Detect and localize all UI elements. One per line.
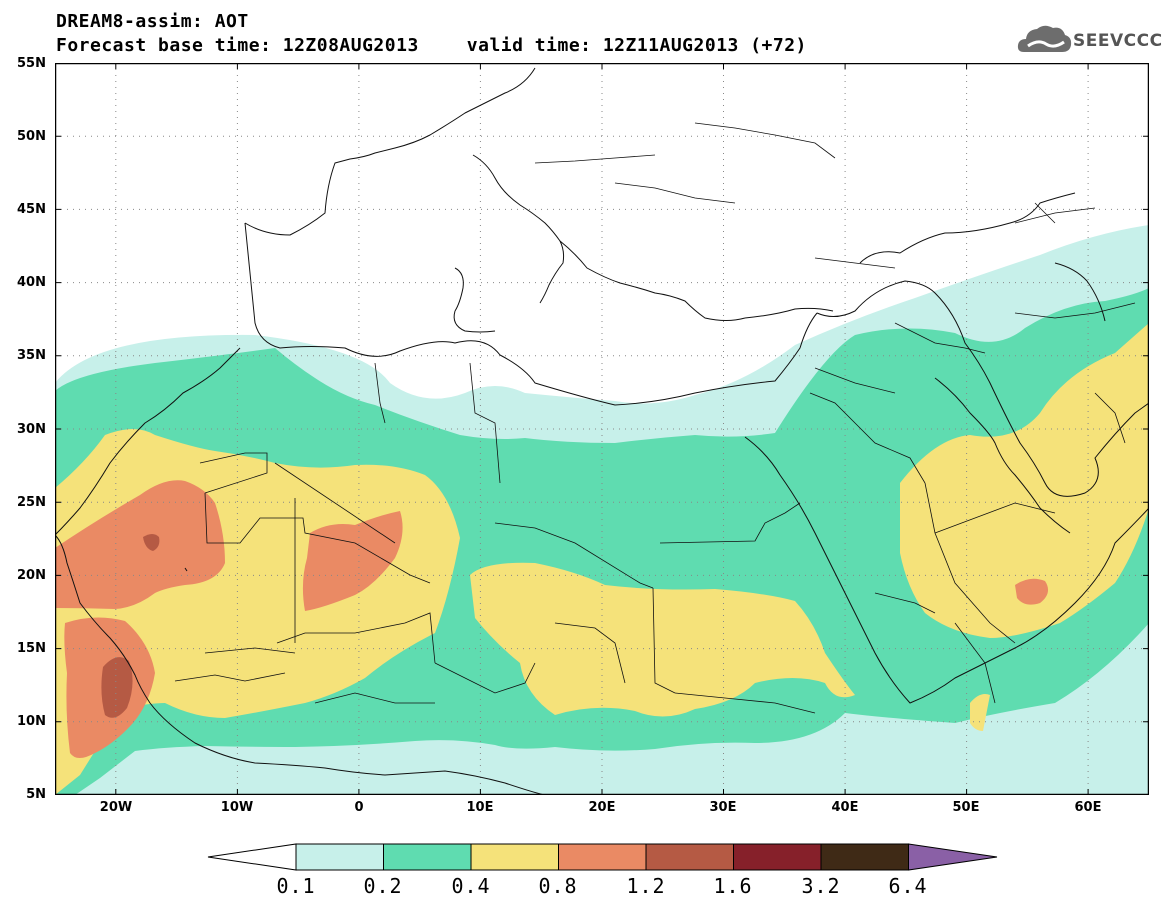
borders bbox=[174, 122, 1136, 714]
lat-label: 30N bbox=[17, 422, 46, 437]
lon-label: 10W bbox=[220, 800, 254, 815]
lon-label: 10E bbox=[466, 800, 494, 815]
lat-label: 10N bbox=[17, 714, 46, 729]
colorbar bbox=[207, 843, 998, 871]
aot-contour-0.4 bbox=[470, 562, 855, 717]
colorbar-label: 0.8 bbox=[538, 874, 578, 898]
colorbar-swatch-below bbox=[207, 843, 297, 871]
lat-label: 45N bbox=[17, 202, 46, 217]
lat-label: 15N bbox=[17, 641, 46, 656]
aot-contour-0.4 bbox=[970, 694, 990, 731]
lon-label: 40E bbox=[831, 800, 859, 815]
graticule bbox=[55, 63, 1149, 795]
colorbar-label: 1.2 bbox=[626, 874, 666, 898]
lat-label: 25N bbox=[17, 495, 46, 510]
seevccc-logo: SEEVCCC bbox=[1016, 22, 1162, 56]
aot-contour-1.2 bbox=[143, 534, 160, 551]
lon-label: 60E bbox=[1074, 800, 1102, 815]
colorbar-swatch bbox=[558, 843, 647, 871]
colorbar-label: 0.4 bbox=[451, 874, 491, 898]
colorbar-swatch bbox=[733, 843, 822, 871]
colorbar-swatch bbox=[383, 843, 472, 871]
colorbar-label: 3.2 bbox=[801, 874, 841, 898]
lat-label: 20N bbox=[17, 568, 46, 583]
cloud-icon bbox=[1017, 25, 1072, 52]
colorbar-label: 1.6 bbox=[713, 874, 753, 898]
colorbar-swatch bbox=[295, 843, 384, 871]
lat-label: 35N bbox=[17, 348, 46, 363]
lat-label: 40N bbox=[17, 275, 46, 290]
aot-contour-0.8 bbox=[1015, 578, 1049, 605]
coastlines bbox=[55, 67, 1149, 795]
aot-contour-1.2 bbox=[101, 657, 133, 718]
lat-label: 5N bbox=[26, 787, 46, 802]
aot-contour-0.4 bbox=[900, 323, 1149, 638]
colorbar-swatch bbox=[820, 843, 909, 871]
lon-label: 30E bbox=[709, 800, 737, 815]
logo-text: SEEVCCC bbox=[1073, 31, 1163, 51]
lat-label: 55N bbox=[17, 56, 46, 71]
aot-contour-0.8 bbox=[55, 480, 225, 609]
lon-label: 20E bbox=[588, 800, 616, 815]
base-time-label: Forecast base time: 12Z08AUG2013 bbox=[56, 35, 419, 56]
colorbar-swatch bbox=[645, 843, 734, 871]
lon-label: 20W bbox=[99, 800, 133, 815]
forecast-times: Forecast base time: 12Z08AUG2013 valid ti… bbox=[56, 37, 807, 55]
aot-contour-0.8 bbox=[302, 511, 403, 611]
valid-time-label: valid time: 12Z11AUG2013 (+72) bbox=[466, 35, 807, 56]
tick-marks bbox=[55, 63, 1149, 795]
colorbar-swatch-above bbox=[908, 843, 998, 871]
colorbar-label: 6.4 bbox=[888, 874, 928, 898]
lon-label: 50E bbox=[952, 800, 980, 815]
chart-title: DREAM8-assim: AOT bbox=[56, 11, 249, 32]
lat-label: 50N bbox=[17, 129, 46, 144]
aot-field bbox=[55, 225, 1149, 795]
colorbar-swatch bbox=[470, 843, 559, 871]
aot-map bbox=[55, 63, 1149, 795]
colorbar-label: 0.2 bbox=[363, 874, 403, 898]
colorbar-label: 0.1 bbox=[276, 874, 316, 898]
lon-label: 0 bbox=[354, 800, 364, 815]
